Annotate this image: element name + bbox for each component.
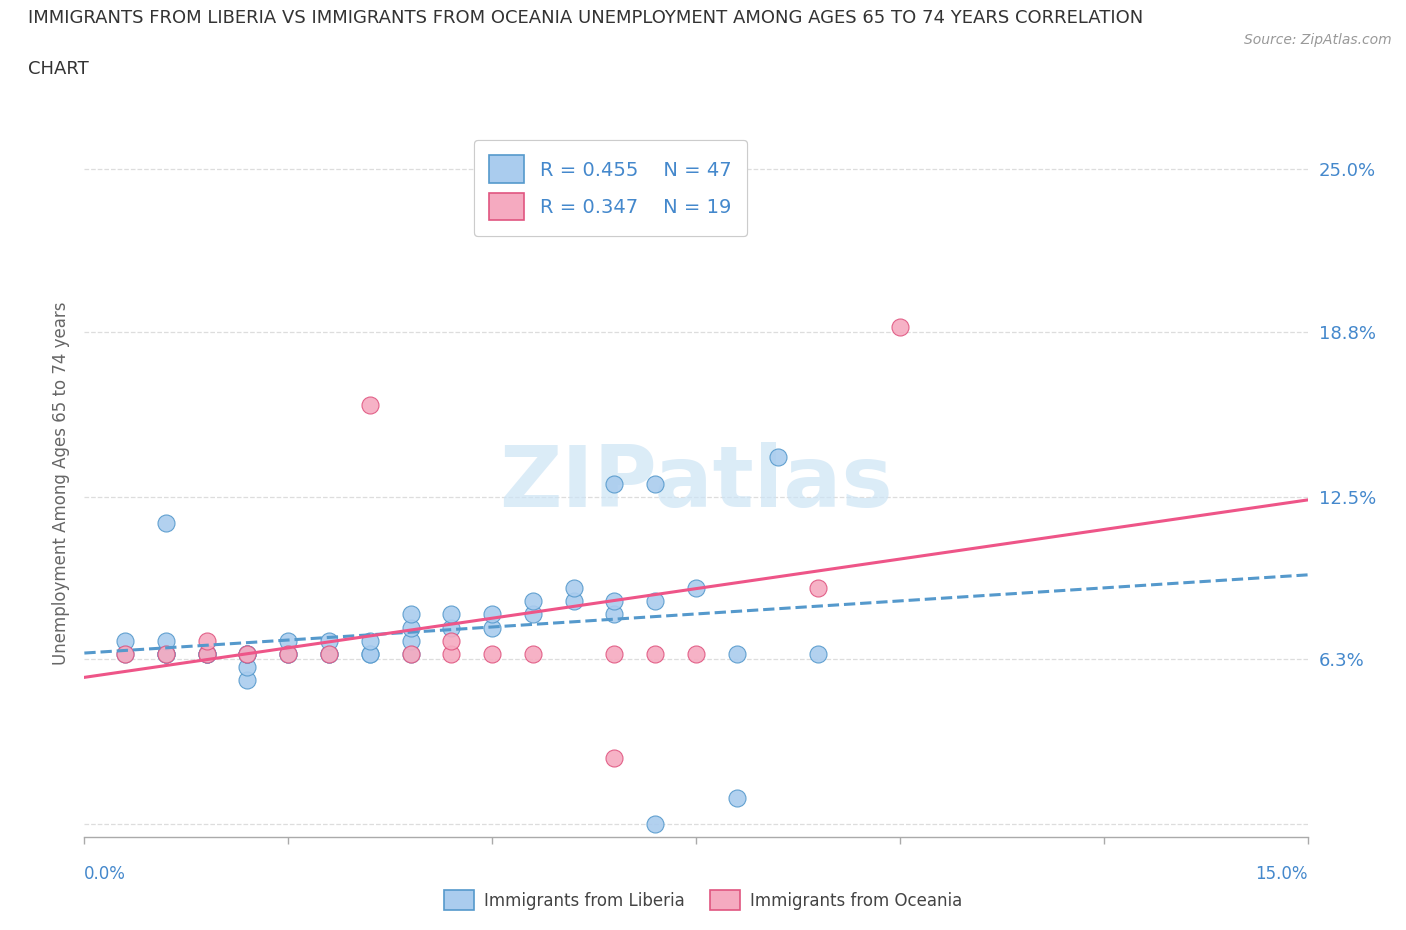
Point: [725, 790, 748, 805]
Point: [155, 646, 177, 661]
Point: [277, 646, 299, 661]
Point: [195, 646, 218, 661]
Point: [318, 646, 340, 661]
Point: [481, 607, 503, 622]
Point: [236, 646, 259, 661]
Point: [440, 633, 463, 648]
Point: [318, 646, 340, 661]
Point: [440, 607, 463, 622]
Point: [685, 581, 707, 596]
Point: [114, 646, 136, 661]
Point: [399, 633, 422, 648]
Point: [807, 581, 830, 596]
Point: [359, 646, 381, 661]
Text: Source: ZipAtlas.com: Source: ZipAtlas.com: [1244, 33, 1392, 46]
Point: [195, 646, 218, 661]
Point: [195, 646, 218, 661]
Point: [440, 620, 463, 635]
Point: [236, 646, 259, 661]
Point: [603, 751, 626, 766]
Point: [318, 633, 340, 648]
Point: [236, 646, 259, 661]
Point: [195, 633, 218, 648]
Point: [603, 594, 626, 609]
Point: [155, 633, 177, 648]
Point: [807, 646, 830, 661]
Point: [522, 594, 544, 609]
Point: [359, 646, 381, 661]
Text: 0.0%: 0.0%: [84, 865, 127, 883]
Point: [277, 646, 299, 661]
Point: [725, 646, 748, 661]
Point: [481, 620, 503, 635]
Point: [359, 398, 381, 413]
Point: [114, 633, 136, 648]
Point: [155, 646, 177, 661]
Point: [359, 633, 381, 648]
Point: [603, 646, 626, 661]
Point: [236, 646, 259, 661]
Legend: R = 0.455    N = 47, R = 0.347    N = 19: R = 0.455 N = 47, R = 0.347 N = 19: [474, 140, 747, 236]
Point: [440, 646, 463, 661]
Point: [522, 646, 544, 661]
Point: [114, 646, 136, 661]
Point: [562, 594, 585, 609]
Point: [685, 646, 707, 661]
Point: [603, 607, 626, 622]
Text: CHART: CHART: [28, 60, 89, 78]
Text: ZIPatlas: ZIPatlas: [499, 442, 893, 525]
Point: [889, 319, 911, 334]
Y-axis label: Unemployment Among Ages 65 to 74 years: Unemployment Among Ages 65 to 74 years: [52, 302, 70, 665]
Point: [277, 646, 299, 661]
Point: [562, 581, 585, 596]
Point: [399, 607, 422, 622]
Point: [766, 450, 789, 465]
Text: 15.0%: 15.0%: [1256, 865, 1308, 883]
Point: [522, 607, 544, 622]
Point: [399, 646, 422, 661]
Text: IMMIGRANTS FROM LIBERIA VS IMMIGRANTS FROM OCEANIA UNEMPLOYMENT AMONG AGES 65 TO: IMMIGRANTS FROM LIBERIA VS IMMIGRANTS FR…: [28, 9, 1143, 27]
Point: [155, 646, 177, 661]
Point: [644, 476, 666, 491]
Point: [399, 646, 422, 661]
Legend: Immigrants from Liberia, Immigrants from Oceania: Immigrants from Liberia, Immigrants from…: [437, 884, 969, 917]
Point: [195, 646, 218, 661]
Point: [644, 817, 666, 831]
Point: [603, 476, 626, 491]
Point: [481, 646, 503, 661]
Point: [155, 515, 177, 530]
Point: [318, 646, 340, 661]
Point: [399, 620, 422, 635]
Point: [644, 646, 666, 661]
Point: [277, 633, 299, 648]
Point: [155, 646, 177, 661]
Point: [236, 659, 259, 674]
Point: [644, 594, 666, 609]
Point: [236, 672, 259, 687]
